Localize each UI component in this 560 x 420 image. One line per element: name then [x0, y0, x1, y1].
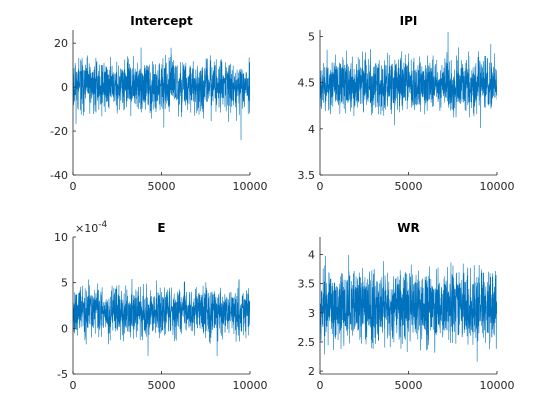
x-tick-label: 0 [317, 180, 324, 193]
y-tick-label: 0 [61, 81, 68, 94]
x-tick-label: 0 [70, 379, 77, 392]
y-tick-label: -40 [50, 169, 68, 182]
x-tick-label: 10000 [233, 379, 268, 392]
y-tick-label: 4 [308, 248, 315, 261]
y-tick-label: 2 [308, 365, 315, 378]
trace-series-line [320, 31, 497, 129]
subplot-title: WR [397, 221, 419, 235]
y-exponent-power: -4 [98, 220, 107, 230]
y-tick-label: 2.5 [298, 336, 316, 349]
trace-series-line [320, 254, 497, 362]
x-tick-label: 10000 [480, 180, 515, 193]
y-tick-label: 0 [61, 322, 68, 335]
y-tick-label: 20 [54, 37, 68, 50]
x-tick-label: 5000 [395, 180, 423, 193]
subplot-4: 0 5000 10000 2 2.5 3 3.5 4 WR [298, 221, 515, 392]
subplot-title: IPI [400, 14, 418, 28]
y-tick-label: 4 [308, 123, 315, 136]
subplot-1: 0 5000 10000 -40 -20 0 20 Intercept [50, 14, 267, 193]
x-tick-label: 10000 [480, 379, 515, 392]
trace-series-line [73, 47, 250, 141]
y-tick-label: -20 [50, 125, 68, 138]
y-tick-label: -5 [57, 368, 68, 381]
y-tick-label: 5 [308, 30, 315, 43]
x-tick-label: 0 [317, 379, 324, 392]
y-tick-label: 3.5 [298, 169, 316, 182]
y-exponent-label: ×10-4 [75, 220, 107, 235]
x-tick-label: 5000 [395, 379, 423, 392]
subplot-title: E [157, 221, 165, 235]
y-tick-label: 4.5 [298, 77, 316, 90]
x-tick-label: 5000 [148, 379, 176, 392]
x-tick-label: 5000 [148, 180, 176, 193]
subplot-2: 0 5000 10000 3.5 4 4.5 5 IPI [298, 14, 515, 193]
y-tick-label: 5 [61, 277, 68, 290]
x-tick-label: 10000 [233, 180, 268, 193]
x-tick-label: 0 [70, 180, 77, 193]
y-tick-label: 3 [308, 307, 315, 320]
y-tick-label: 3.5 [298, 278, 316, 291]
trace-series-line [73, 279, 250, 357]
subplot-title: Intercept [130, 14, 193, 28]
y-tick-label: 10 [54, 231, 68, 244]
